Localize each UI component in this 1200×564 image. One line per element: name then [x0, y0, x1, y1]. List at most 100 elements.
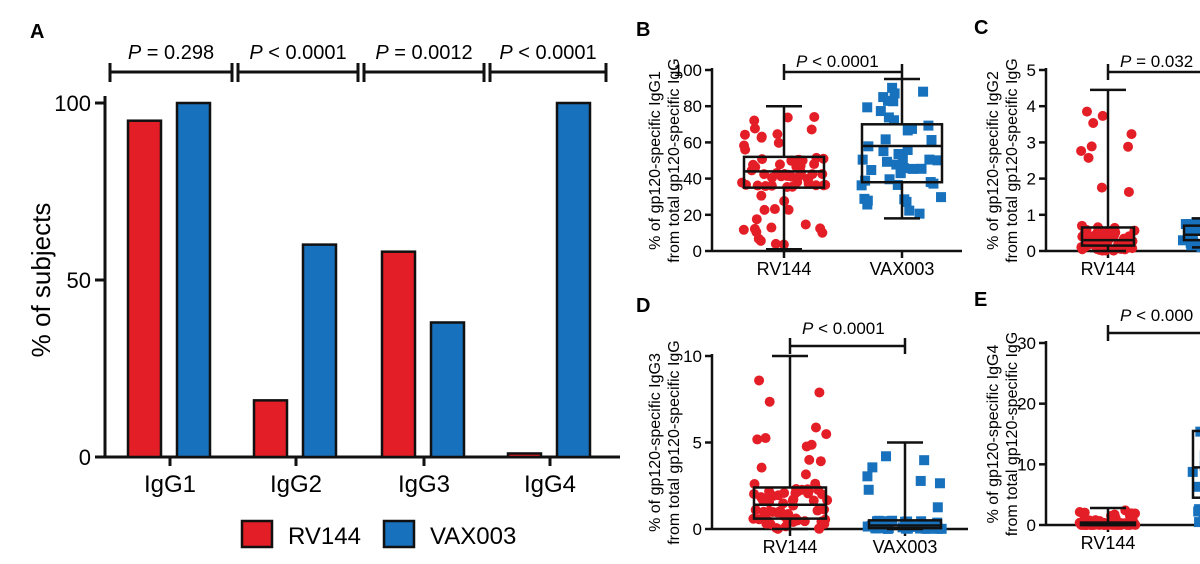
data-point-rv144	[1088, 118, 1099, 129]
y-tick-label: 1	[1027, 206, 1036, 225]
data-point-rv144	[774, 159, 785, 170]
data-point-rv144	[749, 115, 760, 126]
data-point-rv144	[814, 523, 825, 534]
y-axis-label-line2: from total gp120-specific IgG	[1004, 332, 1021, 537]
data-point-vax003	[914, 208, 925, 219]
data-point-rv144	[1123, 186, 1134, 197]
data-point-vax003	[884, 174, 895, 185]
panel-letter-b: B	[636, 19, 650, 41]
panel-letter-c: C	[974, 17, 988, 39]
data-point-rv144	[814, 387, 825, 398]
data-point-rv144	[773, 490, 784, 501]
data-point-rv144	[809, 111, 820, 122]
bar-vax003-igg2	[301, 243, 338, 459]
data-point-rv144	[1076, 145, 1087, 156]
data-point-rv144	[1126, 129, 1137, 140]
data-point-vax003	[907, 123, 918, 134]
data-point-vax003	[892, 179, 903, 190]
data-point-rv144	[737, 177, 748, 188]
data-point-rv144	[806, 124, 817, 135]
data-point-vax003	[883, 95, 894, 106]
data-point-rv144	[752, 434, 763, 445]
data-point-vax003	[888, 96, 899, 107]
y-tick-label: 30	[1017, 334, 1036, 353]
y-tick-label: 0	[693, 242, 702, 261]
y-axis-label-line2: from total gp120-specific IgG	[666, 58, 683, 263]
data-point-vax003	[863, 484, 874, 495]
data-point-vax003	[918, 86, 929, 97]
y-tick-label: 0	[1027, 242, 1036, 261]
data-point-rv144	[791, 483, 802, 494]
data-point-vax003	[915, 475, 926, 486]
box-iqr-rv144	[752, 486, 828, 520]
data-point-rv144	[762, 492, 773, 503]
data-point-vax003	[889, 115, 900, 126]
y-tick-label: 60	[683, 133, 702, 152]
data-point-rv144	[782, 112, 793, 123]
data-point-vax003	[889, 88, 900, 99]
y-axis-label-line1: % of gp120-specific IgG3	[647, 353, 664, 532]
data-point-rv144	[749, 223, 760, 234]
x-tick-label: RV144	[1081, 259, 1136, 279]
bar-rv144-igg2	[252, 399, 289, 459]
y-axis-label-line1: % of gp120-specific IgG2	[985, 71, 1002, 250]
data-point-rv144	[815, 456, 826, 467]
data-point-vax003	[875, 106, 886, 117]
data-point-rv144	[801, 441, 812, 452]
data-point-rv144	[812, 505, 823, 516]
y-tick-label: 20	[683, 206, 702, 225]
bar-vax003-igg3	[429, 321, 466, 459]
data-point-rv144	[1123, 141, 1134, 152]
data-point-vax003	[883, 112, 894, 123]
data-point-v	[1186, 240, 1197, 251]
panel-a-bar-chart: 0 50 100 % of subjects IgG1 IgG2 IgG3 IgG4 P = 0…	[26, 42, 620, 498]
data-point-vax003	[867, 462, 878, 473]
legend-label-rv144: RV144	[288, 523, 361, 550]
data-point-v	[1194, 517, 1200, 528]
data-point-vax003	[919, 455, 930, 466]
data-point-vax003	[893, 149, 904, 160]
data-point-rv144	[773, 137, 784, 148]
legend: RV144 VAX003	[240, 519, 516, 550]
data-point-rv144	[751, 214, 762, 225]
x-tick-label: VAX003	[873, 537, 938, 557]
data-point-rv144	[756, 190, 767, 201]
data-point-rv144	[740, 144, 751, 155]
data-point-rv144	[766, 180, 777, 191]
data-point-vax003	[862, 195, 873, 206]
data-point-rv144	[804, 454, 815, 465]
data-point-rv144	[748, 159, 759, 170]
data-point-rv144	[760, 433, 771, 444]
panel-letter-a: A	[30, 21, 44, 43]
data-point-rv144	[1096, 182, 1107, 193]
y-tick-label: 40	[683, 170, 702, 189]
data-point-rv144	[766, 222, 777, 233]
box-iqr-v	[1191, 429, 1200, 499]
bar-vax003-igg4	[555, 101, 592, 459]
data-point-vax003	[916, 163, 927, 174]
y-tick-label: 100	[54, 91, 91, 116]
data-point-rv144	[739, 129, 750, 140]
y-tick-label: 20	[1017, 395, 1036, 414]
box-iqr-vax003	[860, 123, 944, 184]
data-point-vax003	[904, 205, 915, 216]
legend-swatch-vax003	[382, 519, 416, 549]
data-point-rv144	[810, 422, 821, 433]
y-tick-label: 5	[1027, 61, 1036, 80]
data-point-vax003	[924, 154, 935, 165]
panel-letter-d: D	[636, 295, 650, 317]
y-tick-label: 4	[1027, 97, 1036, 116]
panel-b-box-plot: 0 20 40 60 80 100 % of gp120-specific IgG1 from…	[647, 52, 962, 279]
bar-rv144-igg3	[380, 250, 417, 459]
y-tick-label: 50	[67, 268, 91, 293]
y-tick-label: 0	[79, 445, 91, 470]
p-value-label: P < 0.0001	[249, 42, 346, 64]
data-point-vax003	[878, 146, 889, 157]
data-point-rv144	[792, 176, 803, 187]
data-point-vax003	[898, 163, 909, 174]
data-point-vax003	[923, 120, 934, 131]
data-point-vax003	[881, 156, 892, 167]
data-point-vax003	[899, 194, 910, 205]
data-point-rv144	[769, 204, 780, 215]
